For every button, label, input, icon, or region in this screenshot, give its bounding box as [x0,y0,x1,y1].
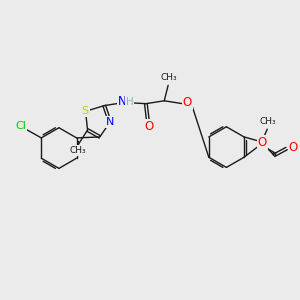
Text: Cl: Cl [16,121,26,131]
Text: CH₃: CH₃ [161,73,177,82]
Text: H: H [125,97,133,107]
Text: N: N [118,95,127,108]
Text: O: O [258,136,267,149]
Text: O: O [183,96,192,109]
Text: O: O [144,120,153,134]
Text: CH₃: CH₃ [70,146,86,155]
Text: S: S [82,106,88,116]
Text: CH₃: CH₃ [260,117,277,126]
Text: N: N [106,117,115,127]
Text: O: O [289,141,298,154]
